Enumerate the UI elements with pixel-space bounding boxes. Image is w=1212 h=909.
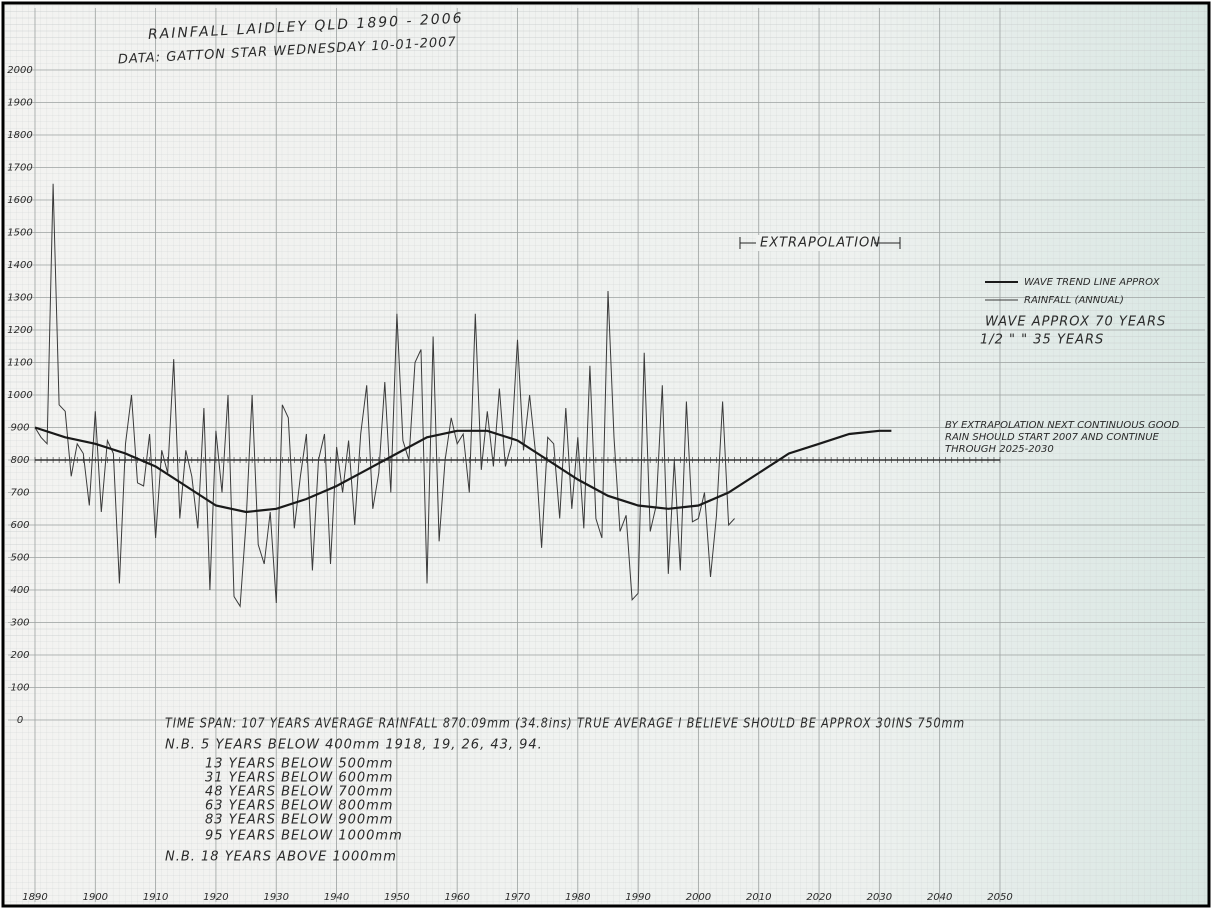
legend-label: WAVE TREND LINE APPROX: [1024, 277, 1161, 288]
y-tick-label: 600: [10, 520, 29, 531]
note: TIME SPAN: 107 YEARS AVERAGE RAINFALL 87…: [165, 717, 965, 732]
y-tick-label: 0: [17, 715, 23, 726]
y-tick-label: 1700: [7, 163, 32, 174]
x-tick-label: 1960: [444, 892, 469, 903]
x-tick-label: 1890: [22, 892, 47, 903]
x-tick-label: 1950: [384, 892, 409, 903]
y-tick-label: 100: [10, 683, 29, 694]
y-tick-label: 1900: [7, 98, 32, 109]
note: N.B. 18 YEARS ABOVE 1000mm: [165, 850, 397, 865]
y-tick-label: 400: [10, 585, 29, 596]
x-tick-label: 2040: [927, 892, 952, 903]
wave-note: 1/2 " " 35 YEARS: [980, 333, 1104, 348]
x-tick-label: 1930: [264, 892, 289, 903]
note: 95 YEARS BELOW 1000mm: [205, 829, 403, 844]
y-tick-label: 800: [10, 455, 29, 466]
note: N.B. 5 YEARS BELOW 400mm 1918, 19, 26, 4…: [165, 738, 543, 753]
y-tick-label: 1800: [7, 130, 32, 141]
y-tick-label: 300: [10, 618, 29, 629]
x-tick-label: 1940: [324, 892, 349, 903]
y-tick-label: 2000: [7, 65, 32, 76]
y-tick-label: 1300: [7, 293, 32, 304]
y-tick-label: 900: [10, 423, 29, 434]
y-tick-label: 1500: [7, 228, 32, 239]
note: 13 YEARS BELOW 500mm: [205, 757, 393, 772]
note: 31 YEARS BELOW 600mm: [205, 771, 393, 786]
x-tick-label: 2030: [867, 892, 892, 903]
x-tick-label: 2010: [746, 892, 771, 903]
label-bg: [756, 235, 874, 251]
y-tick-label: 500: [10, 553, 29, 564]
forecast-note: THROUGH 2025-2030: [945, 444, 1054, 455]
y-tick-label: 700: [10, 488, 29, 499]
y-tick-label: 1600: [7, 195, 32, 206]
x-tick-label: 1920: [203, 892, 228, 903]
forecast-note: BY EXTRAPOLATION NEXT CONTINUOUS GOOD: [945, 420, 1180, 431]
x-tick-label: 2020: [806, 892, 831, 903]
legend-label: RAINFALL (ANNUAL): [1024, 295, 1124, 306]
x-tick-label: 2000: [686, 892, 711, 903]
note: 48 YEARS BELOW 700mm: [205, 785, 393, 800]
x-tick-label: 2050: [987, 892, 1012, 903]
y-tick-label: 1400: [7, 260, 32, 271]
x-tick-label: 1990: [625, 892, 650, 903]
y-tick-label: 200: [10, 650, 29, 661]
x-tick-label: 1910: [143, 892, 168, 903]
y-tick-label: 1100: [7, 358, 32, 369]
x-tick-label: 1900: [83, 892, 108, 903]
y-tick-label: 1200: [7, 325, 32, 336]
note: 63 YEARS BELOW 800mm: [205, 799, 393, 814]
x-tick-label: 1970: [505, 892, 530, 903]
extrapolation-label: EXTRAPOLATION: [760, 236, 881, 251]
forecast-note: RAIN SHOULD START 2007 AND CONTINUE: [945, 432, 1160, 443]
y-tick-label: 1000: [7, 390, 32, 401]
trend-line: [34, 426, 892, 514]
x-tick-label: 1980: [565, 892, 590, 903]
note: 83 YEARS BELOW 900mm: [205, 813, 393, 828]
wave-note: WAVE APPROX 70 YEARS: [985, 315, 1166, 330]
